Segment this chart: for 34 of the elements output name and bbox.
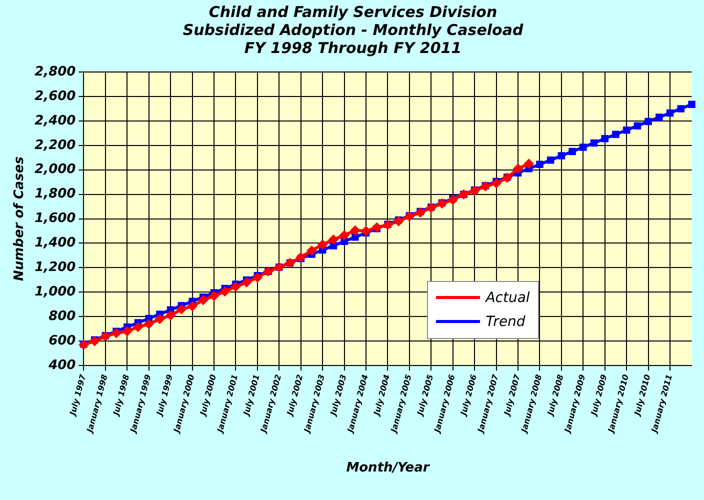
y-tick-label: 400 [48,358,76,373]
text: Subsidized Adoption - Monthly Caseload [182,20,524,39]
y-tick-label: 2,600 [34,88,76,104]
x-tick-label: July 2000 [198,373,218,418]
x-axis-title: Month/Year [346,460,431,476]
text: FY 1998 Through FY 2011 [244,38,462,57]
x-tick-label: July 2008 [545,373,566,418]
y-tick-label: 1,600 [34,211,76,226]
x-tick-label: July 2006 [458,373,479,418]
x-tick-label: July 2002 [284,373,305,418]
y-tick-label: 800 [48,309,76,324]
y-tick-label: 2,800 [34,64,76,80]
y-tick-label: 1,800 [34,186,76,202]
y-tick-label: 1,200 [34,260,76,276]
x-tick-label: July 2005 [415,373,436,418]
text: Child and Family Services Division [208,2,498,21]
x-tick-label: July 2004 [372,373,392,418]
x-tick-label: July 2009 [588,373,609,418]
y-axis-title: Number of Cases [12,156,28,282]
y-tick-label: 600 [48,333,76,348]
x-tick-label: July 1998 [111,373,132,418]
x-tick-label: July 1997 [68,373,88,418]
y-tick-label: 2,200 [34,138,76,153]
x-tick-label: July 2010 [632,373,652,418]
x-tick-label: July 2007 [502,373,522,418]
x-tick-label: July 2003 [328,373,348,418]
legend-label: Trend [486,314,526,330]
x-tick-label: July 1999 [154,373,175,418]
y-tick-label: 1,000 [34,284,76,300]
y-tick-label: 2,400 [34,113,76,128]
x-tick-label: July 2001 [241,374,262,418]
y-tick-label: 1,400 [34,236,76,251]
y-tick-label: 2,000 [34,162,76,178]
legend-label: Actual [486,290,530,306]
